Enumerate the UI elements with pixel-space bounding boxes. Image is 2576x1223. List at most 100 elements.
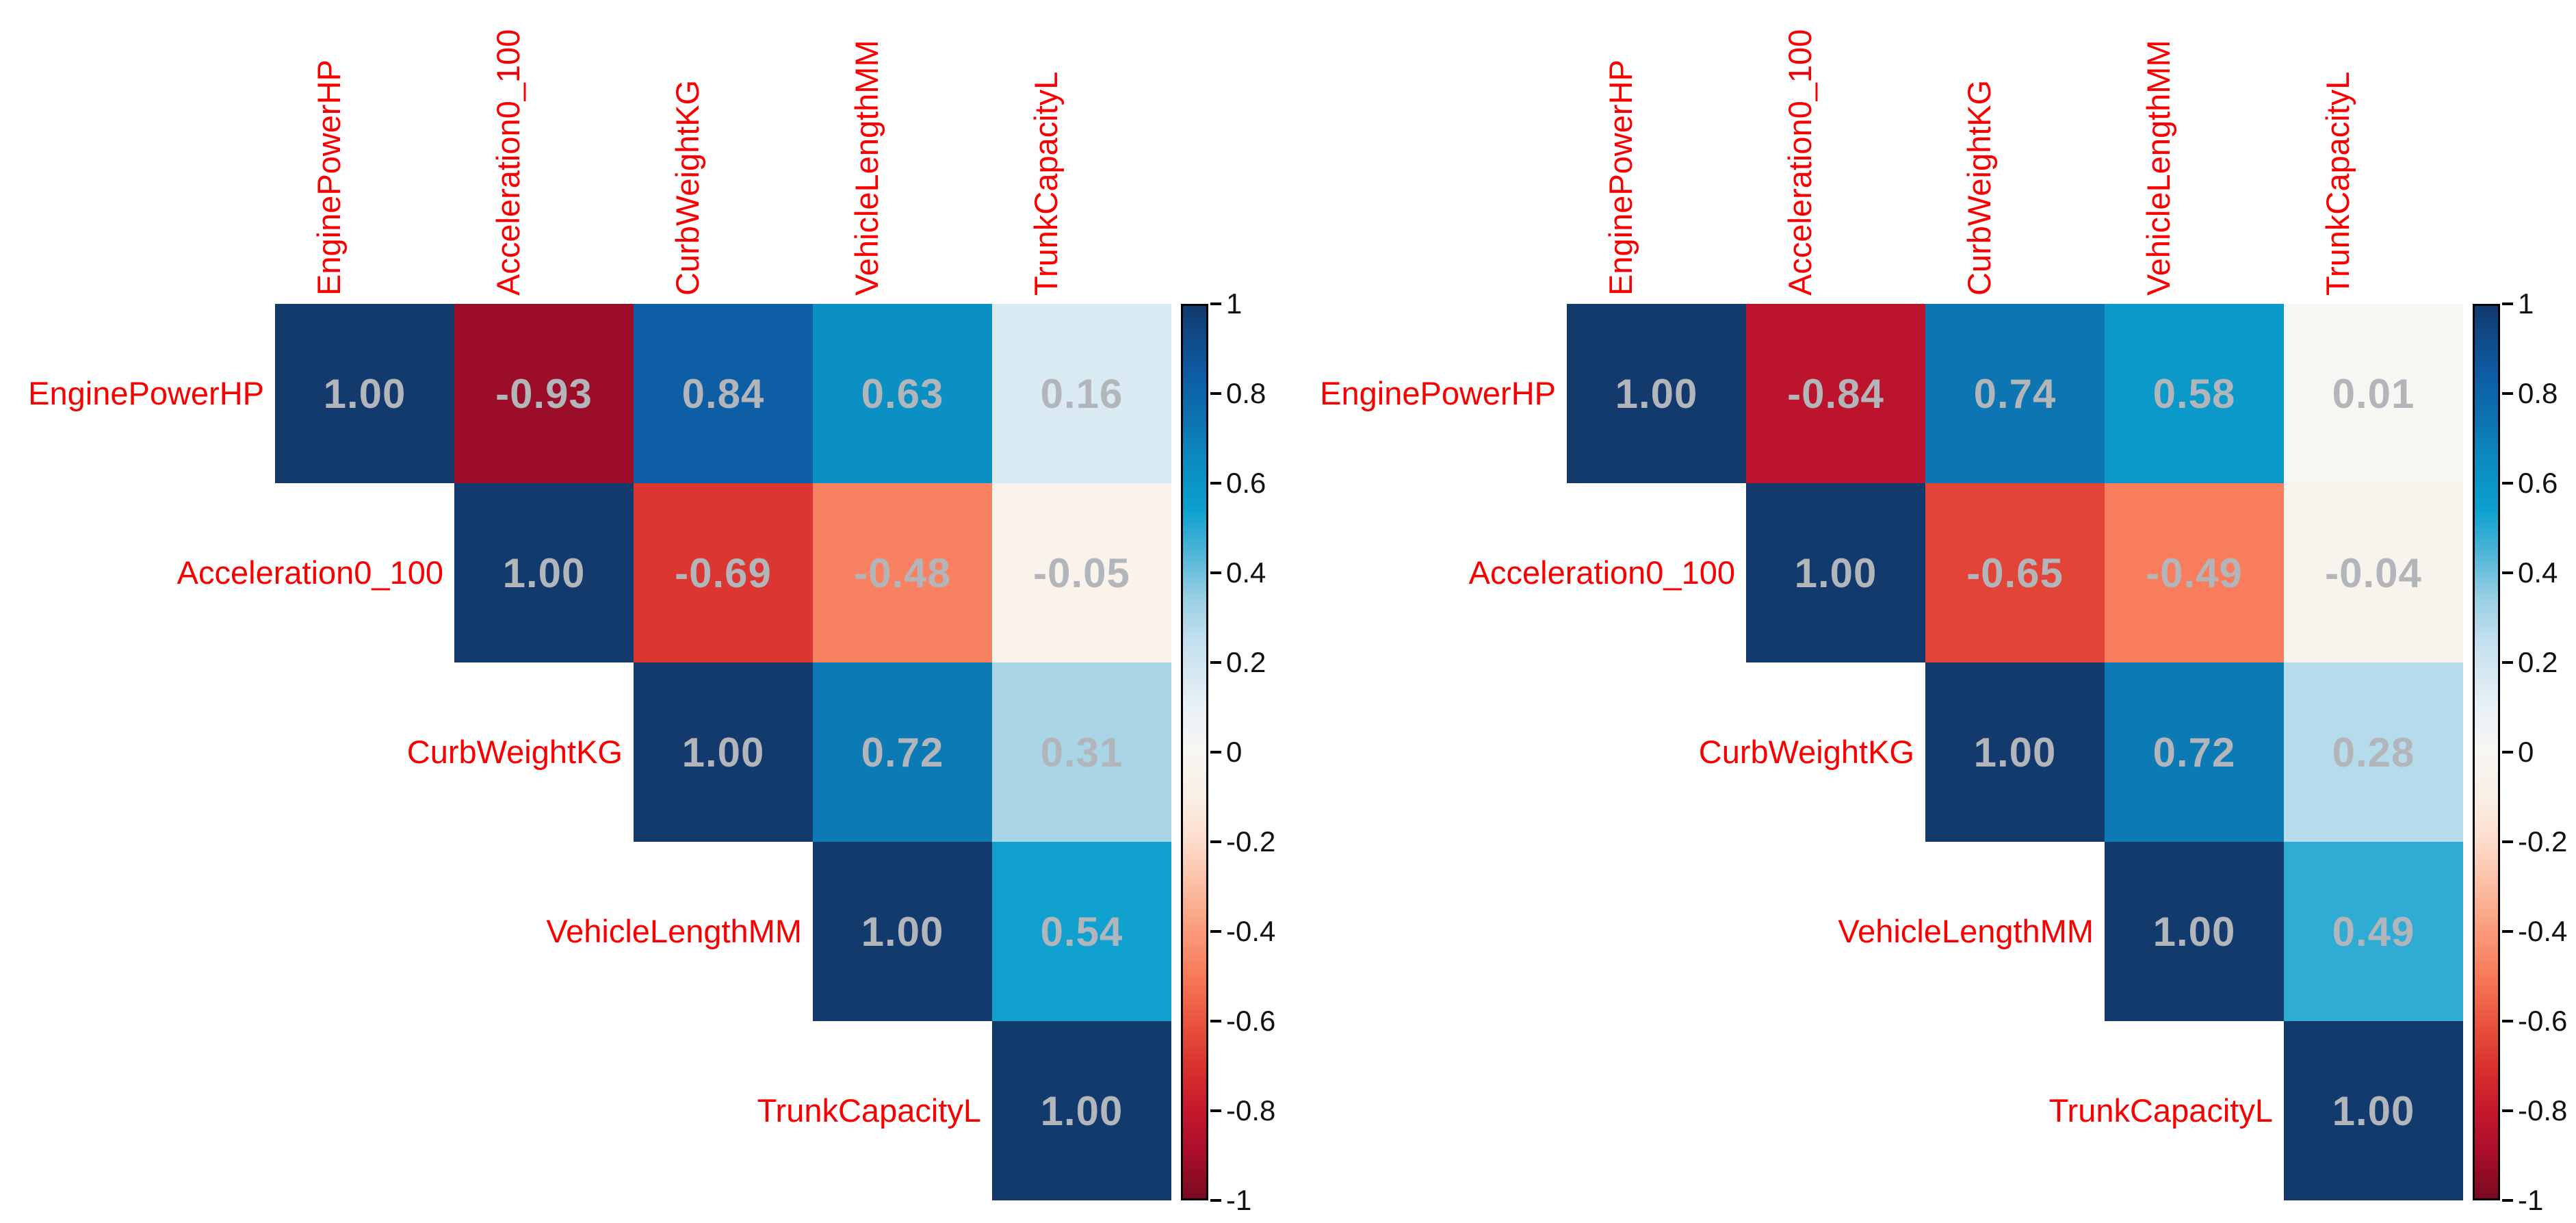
colorbar-tick-label: 1 bbox=[2518, 287, 2534, 320]
corr-cell-CurbWeightKG-CurbWeightKG: 1.00 bbox=[634, 662, 813, 842]
colorbar-tick bbox=[1210, 840, 1221, 843]
colorbar-tick bbox=[2502, 302, 2513, 305]
corr-cell-EnginePowerHP-Acceleration0_100: -0.93 bbox=[454, 304, 634, 483]
corr-cell-EnginePowerHP-EnginePowerHP: 1.00 bbox=[275, 304, 454, 483]
corr-cell-EnginePowerHP-EnginePowerHP: 1.00 bbox=[1567, 304, 1746, 483]
colorbar-tick-label: 1 bbox=[1226, 287, 1243, 320]
corr-cell-CurbWeightKG-TrunkCapacityL: 0.31 bbox=[992, 662, 1171, 842]
colorbar-tick bbox=[2502, 1020, 2513, 1022]
colorbar bbox=[1181, 304, 1208, 1200]
corr-value: -0.93 bbox=[495, 370, 593, 417]
row-label-Acceleration0_100: Acceleration0_100 bbox=[1468, 554, 1735, 591]
corr-value: 1.00 bbox=[1794, 550, 1877, 596]
corr-value: 1.00 bbox=[2332, 1087, 2415, 1134]
colorbar-tick-label: 0.6 bbox=[1226, 467, 1266, 499]
colorbar-tick-label: 0.8 bbox=[1226, 377, 1266, 409]
colorbar-tick-label: -0.2 bbox=[1226, 825, 1276, 858]
column-label-TrunkCapacityL: TrunkCapacityL bbox=[1028, 71, 1064, 296]
colorbar-tick bbox=[1210, 661, 1221, 664]
corr-value: 0.84 bbox=[681, 370, 765, 417]
corr-value: 0.31 bbox=[1040, 729, 1123, 775]
colorbar-tick bbox=[1210, 392, 1221, 395]
row-label-EnginePowerHP: EnginePowerHP bbox=[28, 375, 264, 411]
column-label-Acceleration0_100: Acceleration0_100 bbox=[1782, 29, 1818, 296]
corr-value: 1.00 bbox=[1615, 370, 1698, 417]
corr-value: 0.58 bbox=[2152, 370, 2236, 417]
colorbar-tick-label: 0.4 bbox=[1226, 556, 1266, 589]
colorbar-tick bbox=[2502, 840, 2513, 843]
corr-cell-Acceleration0_100-CurbWeightKG: -0.65 bbox=[1925, 483, 2105, 662]
corr-value: 0.72 bbox=[2152, 729, 2236, 775]
corr-value: 1.00 bbox=[2152, 908, 2236, 955]
colorbar-tick bbox=[2502, 661, 2513, 664]
corr-value: 1.00 bbox=[861, 908, 944, 955]
colorbar-tick bbox=[2502, 392, 2513, 395]
corr-value: 1.00 bbox=[1040, 1087, 1123, 1134]
colorbar-tick-label: -0.4 bbox=[2518, 915, 2568, 947]
corr-cell-Acceleration0_100-Acceleration0_100: 1.00 bbox=[1746, 483, 1925, 662]
corr-cell-Acceleration0_100-TrunkCapacityL: -0.04 bbox=[2284, 483, 2463, 662]
corr-cell-CurbWeightKG-TrunkCapacityL: 0.28 bbox=[2284, 662, 2463, 842]
row-label-CurbWeightKG: CurbWeightKG bbox=[406, 734, 623, 770]
colorbar-tick bbox=[2502, 571, 2513, 574]
colorbar-tick bbox=[2502, 1199, 2513, 1202]
corr-cell-Acceleration0_100-CurbWeightKG: -0.69 bbox=[634, 483, 813, 662]
colorbar-tick-label: 0.6 bbox=[2518, 467, 2558, 499]
colorbar-tick bbox=[1210, 1199, 1221, 1202]
colorbar-tick bbox=[1210, 302, 1221, 305]
row-label-TrunkCapacityL: TrunkCapacityL bbox=[757, 1092, 981, 1129]
colorbar-tick-label: 0 bbox=[1226, 736, 1243, 768]
corr-value: 0.54 bbox=[1040, 908, 1123, 955]
colorbar-tick bbox=[1210, 482, 1221, 485]
row-label-EnginePowerHP: EnginePowerHP bbox=[1320, 375, 1556, 411]
corr-value: 0.72 bbox=[861, 729, 944, 775]
corr-value: -0.84 bbox=[1787, 370, 1884, 417]
colorbar-tick bbox=[2502, 751, 2513, 754]
row-label-VehicleLengthMM: VehicleLengthMM bbox=[546, 913, 802, 949]
corr-value: -0.65 bbox=[1966, 550, 2064, 596]
column-label-EnginePowerHP: EnginePowerHP bbox=[311, 60, 347, 296]
corr-cell-EnginePowerHP-CurbWeightKG: 0.84 bbox=[634, 304, 813, 483]
corr-value: 1.00 bbox=[1973, 729, 2057, 775]
corr-value: -0.48 bbox=[854, 550, 951, 596]
corr-cell-EnginePowerHP-VehicleLengthMM: 0.63 bbox=[813, 304, 992, 483]
colorbar bbox=[2473, 304, 2500, 1200]
colorbar-tick-label: -0.8 bbox=[1226, 1094, 1276, 1127]
column-label-VehicleLengthMM: VehicleLengthMM bbox=[2140, 40, 2176, 296]
corr-value: 0.28 bbox=[2332, 729, 2415, 775]
corr-cell-Acceleration0_100-Acceleration0_100: 1.00 bbox=[454, 483, 634, 662]
colorbar-tick bbox=[1210, 751, 1221, 754]
row-label-TrunkCapacityL: TrunkCapacityL bbox=[2048, 1092, 2273, 1129]
corr-value: 1.00 bbox=[502, 550, 586, 596]
corr-value: 0.16 bbox=[1040, 370, 1123, 417]
colorbar-tick-label: -1 bbox=[1226, 1184, 1252, 1216]
column-label-Acceleration0_100: Acceleration0_100 bbox=[490, 29, 526, 296]
colorbar-tick bbox=[1210, 1109, 1221, 1112]
corr-value: 0.63 bbox=[861, 370, 944, 417]
corr-value: -0.04 bbox=[2325, 550, 2422, 596]
corr-value: -0.49 bbox=[2146, 550, 2243, 596]
corr-value: 1.00 bbox=[681, 729, 765, 775]
colorbar-tick-label: -0.4 bbox=[1226, 915, 1276, 947]
corr-cell-CurbWeightKG-VehicleLengthMM: 0.72 bbox=[2105, 662, 2284, 842]
corr-cell-EnginePowerHP-TrunkCapacityL: 0.16 bbox=[992, 304, 1171, 483]
column-label-CurbWeightKG: CurbWeightKG bbox=[669, 79, 705, 296]
corr-cell-VehicleLengthMM-VehicleLengthMM: 1.00 bbox=[813, 842, 992, 1021]
colorbar-tick-label: -0.8 bbox=[2518, 1094, 2568, 1127]
colorbar-tick bbox=[2502, 930, 2513, 933]
colorbar-tick-label: 0 bbox=[2518, 736, 2534, 768]
row-label-CurbWeightKG: CurbWeightKG bbox=[1698, 734, 1914, 770]
colorbar-tick-label: 0.2 bbox=[1226, 646, 1266, 678]
column-label-TrunkCapacityL: TrunkCapacityL bbox=[2319, 71, 2356, 296]
row-label-Acceleration0_100: Acceleration0_100 bbox=[177, 554, 443, 591]
corr-value: 0.01 bbox=[2332, 370, 2415, 417]
corr-cell-CurbWeightKG-VehicleLengthMM: 0.72 bbox=[813, 662, 992, 842]
column-label-EnginePowerHP: EnginePowerHP bbox=[1602, 60, 1639, 296]
corr-cell-EnginePowerHP-VehicleLengthMM: 0.58 bbox=[2105, 304, 2284, 483]
corr-value: -0.69 bbox=[675, 550, 772, 596]
colorbar-tick bbox=[2502, 482, 2513, 485]
colorbar-tick-label: -0.6 bbox=[2518, 1005, 2568, 1037]
row-label-VehicleLengthMM: VehicleLengthMM bbox=[1838, 913, 2094, 949]
corr-cell-TrunkCapacityL-TrunkCapacityL: 1.00 bbox=[2284, 1021, 2463, 1200]
colorbar-tick-label: -1 bbox=[2518, 1184, 2544, 1216]
